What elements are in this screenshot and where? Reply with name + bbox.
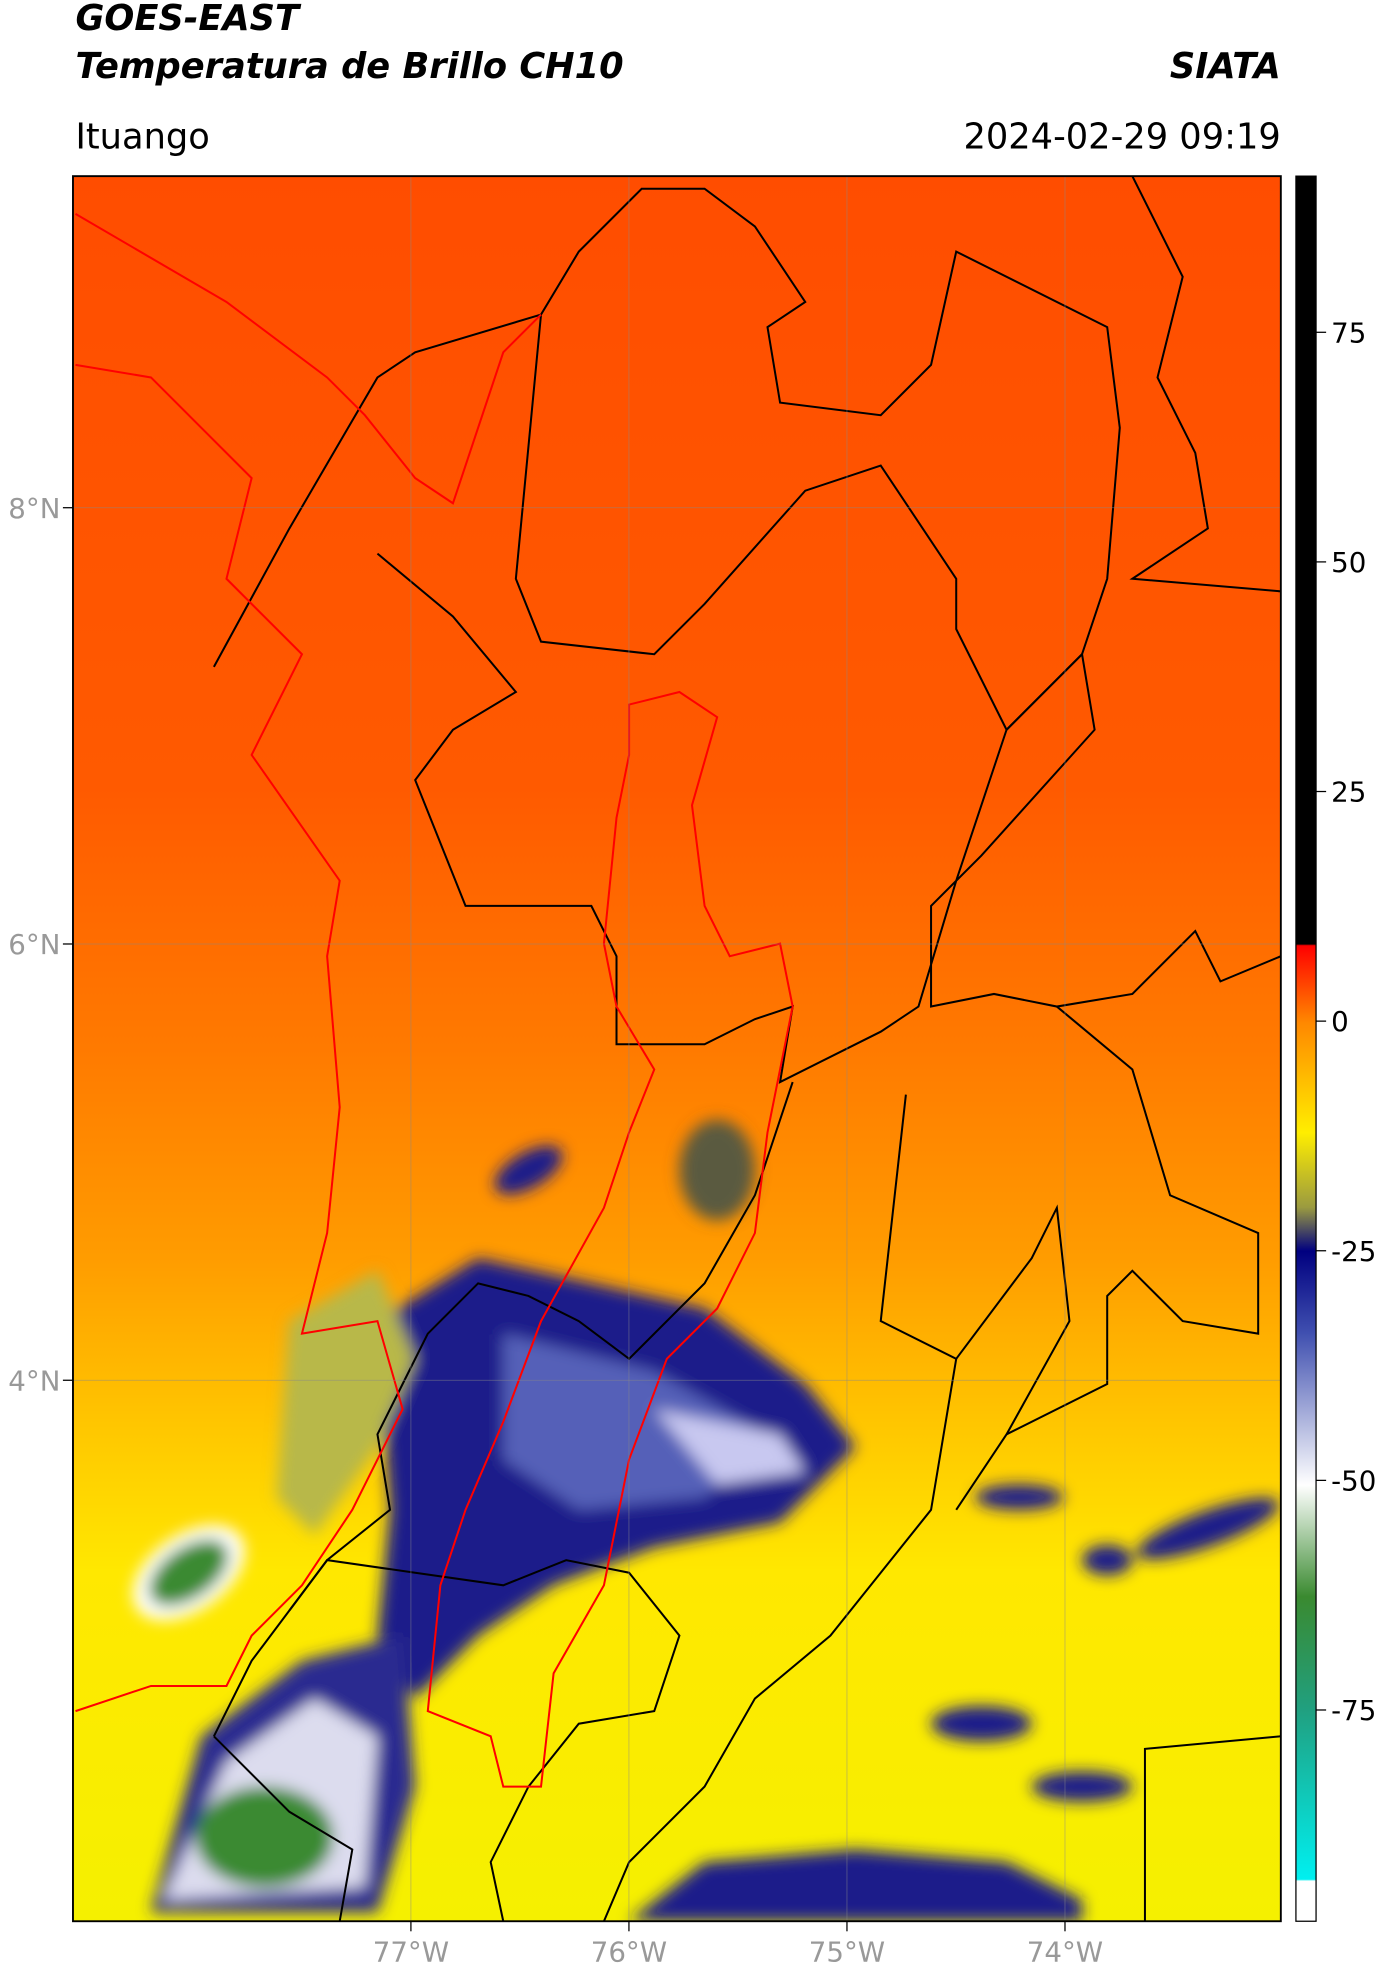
x-tick-label: 77°W <box>373 1935 449 1968</box>
satellite-image <box>72 176 1281 1922</box>
colorbar-tick-label: 25 <box>1331 776 1366 809</box>
title: Temperatura de Brillo CH10 <box>75 46 623 87</box>
colorbar-tick-label: -25 <box>1331 1235 1376 1268</box>
title: GOES-EAST <box>75 0 302 39</box>
y-tick-label: 8°N <box>8 492 60 525</box>
x-tick-label: 75°W <box>809 1935 885 1968</box>
y-tick-label: 6°N <box>8 928 60 961</box>
colorbar <box>1295 175 1317 1922</box>
x-tick-label: 74°W <box>1027 1935 1103 1968</box>
colorbar-tick-label: -50 <box>1331 1464 1376 1497</box>
coastline <box>74 213 794 1788</box>
location: Ituango <box>75 116 209 157</box>
map-frame <box>72 175 1282 1923</box>
colorbar-tick-label: 75 <box>1331 316 1366 349</box>
y-tick-label: 4°N <box>8 1364 60 1397</box>
x-tick-label: 76°W <box>591 1935 667 1968</box>
org: SIATA <box>1170 46 1281 87</box>
colorbar-tick-label: 0 <box>1331 1005 1349 1038</box>
colorbar-tick-label: -75 <box>1331 1694 1376 1727</box>
colorbar-tick-label: 50 <box>1331 546 1366 579</box>
datetime: 2024-02-29 09:19 <box>963 116 1280 157</box>
